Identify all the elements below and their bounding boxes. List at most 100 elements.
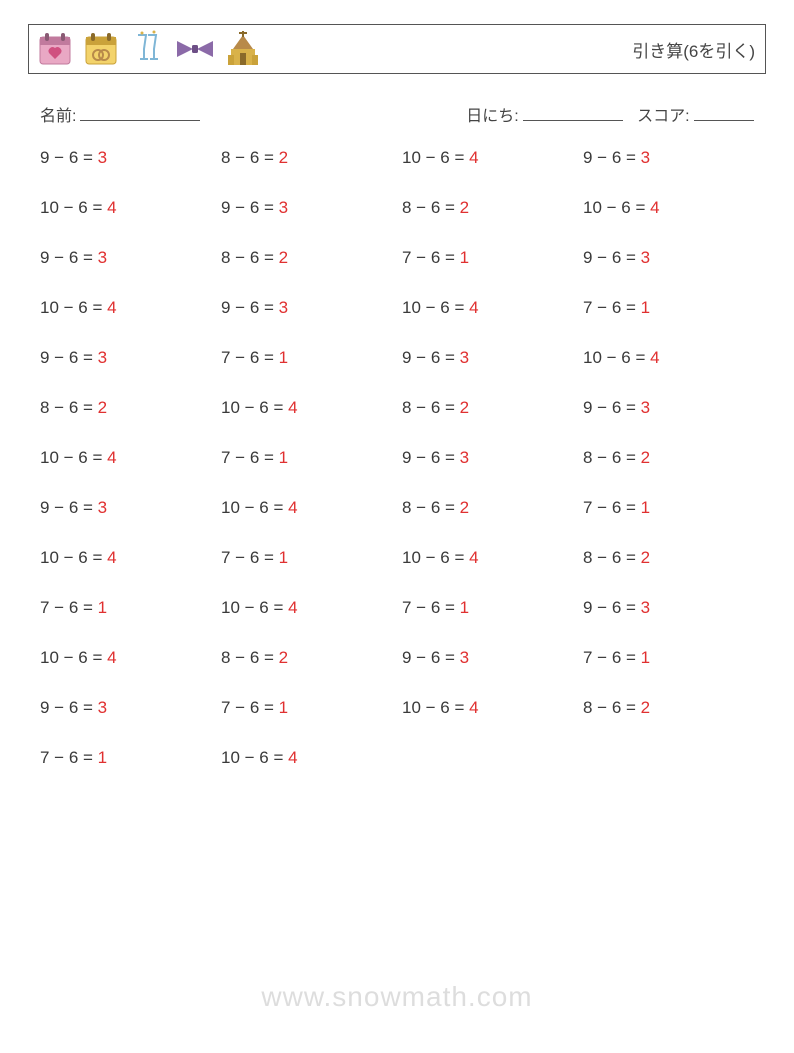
question-text: 8 − 6 = bbox=[583, 698, 641, 717]
question-text: 8 − 6 = bbox=[40, 398, 98, 417]
problem-cell bbox=[402, 748, 573, 768]
problem-cell: 10 − 6 = 4 bbox=[40, 648, 211, 668]
problem-cell: 7 − 6 = 1 bbox=[583, 648, 754, 668]
answer-text: 4 bbox=[107, 548, 116, 567]
answer-text: 3 bbox=[98, 698, 107, 717]
question-text: 10 − 6 = bbox=[583, 348, 650, 367]
question-text: 10 − 6 = bbox=[583, 198, 650, 217]
problem-cell: 9 − 6 = 3 bbox=[40, 348, 211, 368]
answer-text: 4 bbox=[650, 198, 659, 217]
answer-text: 3 bbox=[641, 398, 650, 417]
answer-text: 1 bbox=[460, 248, 469, 267]
problem-cell: 7 − 6 = 1 bbox=[402, 598, 573, 618]
answer-text: 4 bbox=[469, 148, 478, 167]
answer-text: 3 bbox=[641, 598, 650, 617]
answer-text: 3 bbox=[460, 348, 469, 367]
problem-cell: 8 − 6 = 2 bbox=[583, 548, 754, 568]
answer-text: 3 bbox=[279, 198, 288, 217]
answer-text: 1 bbox=[98, 748, 107, 767]
problem-cell: 7 − 6 = 1 bbox=[221, 448, 392, 468]
name-label: 名前: bbox=[40, 102, 76, 126]
answer-text: 1 bbox=[641, 498, 650, 517]
answer-text: 2 bbox=[98, 398, 107, 417]
question-text: 10 − 6 = bbox=[40, 548, 107, 567]
problem-cell: 9 − 6 = 3 bbox=[221, 298, 392, 318]
answer-text: 4 bbox=[107, 198, 116, 217]
answer-text: 2 bbox=[641, 448, 650, 467]
answer-text: 3 bbox=[98, 348, 107, 367]
problem-cell: 10 − 6 = 4 bbox=[40, 198, 211, 218]
answer-text: 4 bbox=[469, 698, 478, 717]
question-text: 7 − 6 = bbox=[221, 548, 279, 567]
question-text: 10 − 6 = bbox=[40, 448, 107, 467]
question-text: 8 − 6 = bbox=[583, 548, 641, 567]
problem-cell: 10 − 6 = 4 bbox=[221, 498, 392, 518]
answer-text: 1 bbox=[279, 448, 288, 467]
problem-cell: 10 − 6 = 4 bbox=[402, 148, 573, 168]
question-text: 8 − 6 = bbox=[221, 148, 279, 167]
name-blank[interactable] bbox=[80, 104, 200, 121]
question-text: 10 − 6 = bbox=[221, 498, 288, 517]
calendar-heart-icon bbox=[35, 29, 75, 69]
problem-cell: 10 − 6 = 4 bbox=[221, 398, 392, 418]
question-text: 8 − 6 = bbox=[402, 498, 460, 517]
answer-text: 4 bbox=[288, 498, 297, 517]
problem-cell: 8 − 6 = 2 bbox=[221, 148, 392, 168]
question-text: 8 − 6 = bbox=[221, 248, 279, 267]
problem-cell: 8 − 6 = 2 bbox=[40, 398, 211, 418]
problem-cell: 10 − 6 = 4 bbox=[583, 198, 754, 218]
score-label: スコア: bbox=[637, 108, 689, 125]
meta-row: 名前: 日にち: スコア: bbox=[40, 102, 754, 126]
answer-text: 1 bbox=[279, 548, 288, 567]
question-text: 9 − 6 = bbox=[583, 398, 641, 417]
question-text: 8 − 6 = bbox=[402, 398, 460, 417]
problems-grid: 9 − 6 = 3 8 − 6 = 2 10 − 6 = 4 9 − 6 = 3 10 … bbox=[40, 148, 754, 768]
problem-cell: 8 − 6 = 2 bbox=[583, 448, 754, 468]
problem-cell: 7 − 6 = 1 bbox=[221, 698, 392, 718]
question-text: 7 − 6 = bbox=[402, 598, 460, 617]
champagne-glasses-icon bbox=[127, 29, 167, 69]
problem-cell: 9 − 6 = 3 bbox=[583, 248, 754, 268]
question-text: 10 − 6 = bbox=[40, 198, 107, 217]
score-blank[interactable] bbox=[694, 104, 754, 121]
problem-cell: 9 − 6 = 3 bbox=[402, 348, 573, 368]
bowtie-icon bbox=[173, 29, 217, 69]
problem-cell: 7 − 6 = 1 bbox=[40, 748, 211, 768]
answer-text: 2 bbox=[279, 248, 288, 267]
answer-text: 1 bbox=[279, 348, 288, 367]
answer-text: 4 bbox=[288, 398, 297, 417]
question-text: 10 − 6 = bbox=[40, 298, 107, 317]
question-text: 7 − 6 = bbox=[221, 448, 279, 467]
question-text: 10 − 6 = bbox=[402, 548, 469, 567]
problem-cell: 9 − 6 = 3 bbox=[583, 598, 754, 618]
question-text: 9 − 6 = bbox=[221, 198, 279, 217]
problem-cell: 9 − 6 = 3 bbox=[583, 148, 754, 168]
problem-cell: 9 − 6 = 3 bbox=[402, 648, 573, 668]
answer-text: 2 bbox=[460, 398, 469, 417]
question-text: 9 − 6 = bbox=[583, 148, 641, 167]
answer-text: 3 bbox=[460, 448, 469, 467]
answer-text: 3 bbox=[460, 648, 469, 667]
answer-text: 3 bbox=[641, 148, 650, 167]
problem-cell: 10 − 6 = 4 bbox=[583, 348, 754, 368]
answer-text: 1 bbox=[641, 298, 650, 317]
question-text: 7 − 6 = bbox=[40, 598, 98, 617]
answer-text: 4 bbox=[288, 598, 297, 617]
question-text: 10 − 6 = bbox=[402, 298, 469, 317]
question-text: 9 − 6 = bbox=[40, 348, 98, 367]
problem-cell: 10 − 6 = 4 bbox=[40, 548, 211, 568]
answer-text: 4 bbox=[107, 298, 116, 317]
problem-cell: 9 − 6 = 3 bbox=[40, 698, 211, 718]
question-text: 9 − 6 = bbox=[583, 598, 641, 617]
date-blank[interactable] bbox=[523, 104, 623, 121]
problem-cell: 10 − 6 = 4 bbox=[40, 298, 211, 318]
problem-cell: 9 − 6 = 3 bbox=[583, 398, 754, 418]
question-text: 7 − 6 = bbox=[583, 648, 641, 667]
answer-text: 2 bbox=[460, 198, 469, 217]
answer-text: 3 bbox=[279, 298, 288, 317]
watermark: www.snowmath.com bbox=[0, 981, 794, 1013]
problem-cell: 8 − 6 = 2 bbox=[402, 398, 573, 418]
question-text: 10 − 6 = bbox=[40, 648, 107, 667]
question-text: 7 − 6 = bbox=[221, 698, 279, 717]
problem-cell: 8 − 6 = 2 bbox=[221, 248, 392, 268]
